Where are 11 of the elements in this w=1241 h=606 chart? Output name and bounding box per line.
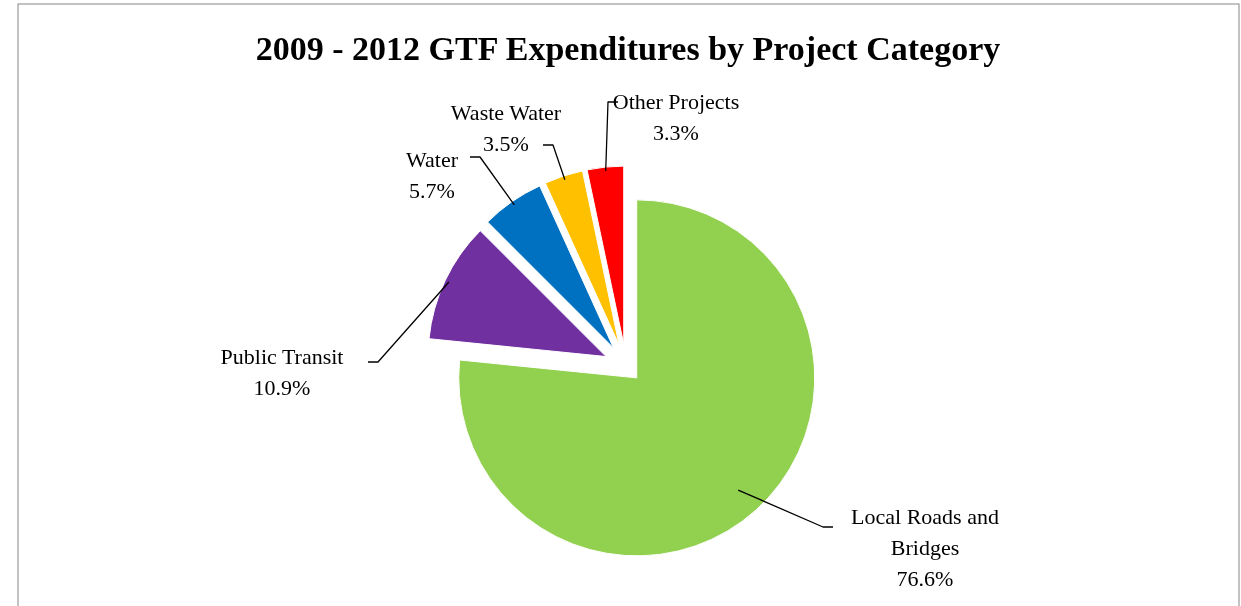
slice-label: Public Transit [220, 344, 344, 369]
data-label: 10.9% [253, 375, 311, 400]
data-label: 76.6% [896, 566, 954, 591]
chart-title: 2009 - 2012 GTF Expenditures by Project Category [255, 30, 1001, 67]
data-label: 3.3% [653, 120, 699, 145]
slice-label: Waste Water [450, 100, 562, 125]
slice-label: Water [406, 147, 459, 172]
slice-label: Other Projects [612, 89, 740, 114]
slice-label: Local Roads and Bridges [851, 504, 999, 560]
data-label: 3.5% [483, 131, 529, 156]
data-label: 5.7% [409, 178, 455, 203]
